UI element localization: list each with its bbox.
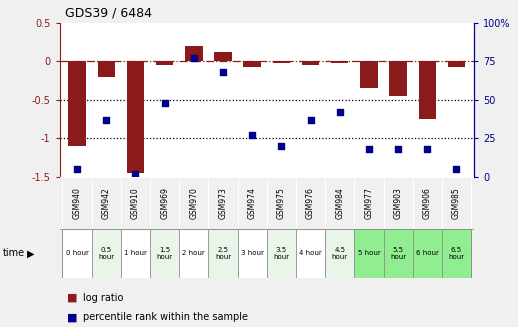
- Text: percentile rank within the sample: percentile rank within the sample: [83, 312, 248, 322]
- Text: GSM985: GSM985: [452, 187, 461, 219]
- Text: GSM940: GSM940: [73, 187, 81, 219]
- Point: [131, 171, 139, 176]
- Text: 4.5
hour: 4.5 hour: [332, 247, 348, 260]
- Point: [307, 117, 315, 122]
- Text: GSM970: GSM970: [189, 187, 198, 219]
- Bar: [390, 61, 407, 96]
- Bar: [419, 61, 436, 119]
- Text: 0 hour: 0 hour: [66, 250, 89, 256]
- Point: [277, 143, 285, 148]
- Text: GSM906: GSM906: [423, 187, 432, 219]
- Text: 4 hour: 4 hour: [299, 250, 322, 256]
- Text: 6 hour: 6 hour: [416, 250, 439, 256]
- Bar: [156, 61, 174, 65]
- Point: [73, 166, 81, 171]
- Bar: [208, 229, 238, 278]
- Bar: [243, 61, 261, 67]
- Bar: [150, 229, 179, 278]
- Point: [423, 146, 431, 151]
- Bar: [413, 229, 442, 278]
- Bar: [179, 229, 208, 278]
- Point: [161, 100, 169, 105]
- Text: GSM975: GSM975: [277, 187, 286, 219]
- Text: 5 hour: 5 hour: [357, 250, 380, 256]
- Text: 5.5
hour: 5.5 hour: [390, 247, 406, 260]
- Text: 0.5
hour: 0.5 hour: [98, 247, 114, 260]
- Text: 1.5
hour: 1.5 hour: [156, 247, 172, 260]
- Text: GSM903: GSM903: [394, 187, 402, 219]
- Text: 3.5
hour: 3.5 hour: [274, 247, 290, 260]
- Text: 6.5
hour: 6.5 hour: [449, 247, 465, 260]
- Bar: [331, 61, 349, 63]
- Bar: [267, 229, 296, 278]
- Point: [219, 69, 227, 75]
- Text: 1 hour: 1 hour: [124, 250, 147, 256]
- Text: GSM973: GSM973: [219, 187, 227, 219]
- Bar: [97, 61, 115, 77]
- Point: [248, 132, 256, 138]
- Bar: [354, 229, 383, 278]
- Text: GSM977: GSM977: [364, 187, 373, 219]
- Text: 2 hour: 2 hour: [182, 250, 205, 256]
- Bar: [448, 61, 465, 67]
- Bar: [296, 229, 325, 278]
- Bar: [121, 229, 150, 278]
- Point: [190, 56, 198, 61]
- Point: [336, 110, 344, 115]
- Text: time: time: [3, 249, 25, 258]
- Point: [102, 117, 110, 122]
- Bar: [238, 229, 267, 278]
- Bar: [383, 229, 413, 278]
- Text: GSM942: GSM942: [102, 187, 111, 219]
- Bar: [325, 229, 354, 278]
- Bar: [214, 52, 232, 61]
- Bar: [185, 46, 203, 61]
- Bar: [302, 61, 319, 65]
- Point: [452, 166, 461, 171]
- Text: GSM910: GSM910: [131, 187, 140, 219]
- Bar: [442, 229, 471, 278]
- Text: GDS39 / 6484: GDS39 / 6484: [65, 7, 152, 20]
- Point: [365, 146, 373, 151]
- Bar: [272, 61, 290, 63]
- Text: GSM976: GSM976: [306, 187, 315, 219]
- Text: ▶: ▶: [27, 249, 35, 258]
- Text: GSM969: GSM969: [160, 187, 169, 219]
- Text: log ratio: log ratio: [83, 293, 123, 302]
- Bar: [360, 61, 378, 88]
- Bar: [68, 61, 86, 146]
- Point: [394, 146, 402, 151]
- Bar: [63, 229, 92, 278]
- Bar: [92, 229, 121, 278]
- Text: ■: ■: [67, 293, 78, 302]
- Text: GSM984: GSM984: [335, 187, 344, 219]
- Bar: [127, 61, 144, 173]
- Text: 3 hour: 3 hour: [241, 250, 264, 256]
- Text: ■: ■: [67, 312, 78, 322]
- Text: GSM974: GSM974: [248, 187, 257, 219]
- Text: 2.5
hour: 2.5 hour: [215, 247, 231, 260]
